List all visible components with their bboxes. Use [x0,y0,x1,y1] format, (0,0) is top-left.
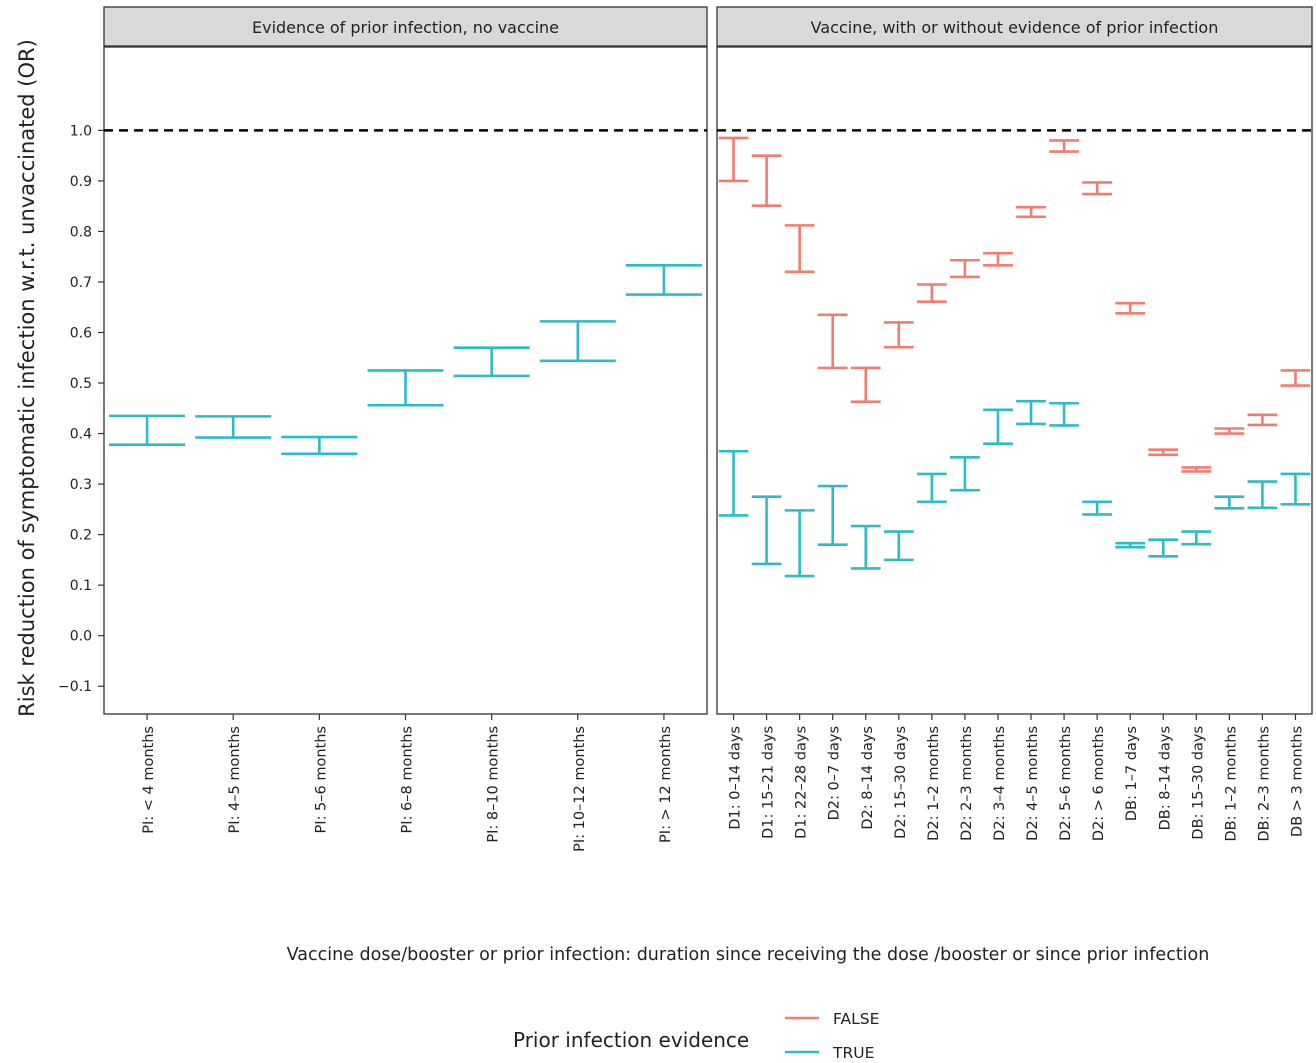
errorbar-false [1082,181,1113,196]
y-tick-label: 0.8 [70,224,92,240]
y-tick-label: 0.5 [70,376,92,392]
y-tick-label: 0.7 [70,275,92,291]
panel-vaccine: Vaccine, with or without evidence of pri… [716,6,1313,842]
errorbar-true [751,495,782,566]
errorbar-true [1049,401,1079,427]
errorbar-false [1016,205,1046,219]
x-tick-label: DB: 1–2 months [1223,726,1239,842]
errorbar-true [1148,538,1179,558]
errorbar-false [1247,413,1278,427]
x-tick-label: D2: 8–14 days [860,726,876,830]
x-tick-label: D2: 15–30 days [893,726,909,839]
legend-title: Prior infection evidence [513,1028,749,1052]
errorbar-false [1181,466,1212,473]
errorbar-true [916,472,947,504]
errorbar-false [1280,369,1311,387]
errorbar-true [784,509,815,578]
errorbar-true [625,263,702,296]
errorbar-true [195,415,272,439]
legend-label-true: TRUE [832,1044,874,1062]
errorbar-false [1115,301,1146,315]
x-tick-label: PI: 10–12 months [572,726,588,852]
y-tick-label: 1.0 [70,123,92,139]
errorbar-true [983,408,1013,445]
errorbar-true [109,414,186,446]
errorbar-false [950,258,980,279]
errorbar-true [1115,541,1146,549]
errorbar-true [950,456,980,492]
y-tick-label: 0.6 [70,325,92,341]
x-tick-label: D1: 0–14 days [728,726,744,830]
x-tick-label: D2: 4–5 months [1025,726,1041,841]
x-tick-label: D2: 1–2 months [926,726,942,841]
errorbar-false [1049,139,1079,153]
errorbar-true [1247,480,1278,510]
errorbar-true [281,435,358,456]
facet-strip [716,6,1313,47]
errorbar-true [1280,472,1311,506]
errorbar-true [539,320,616,363]
x-tick-label: D1: 22–28 days [794,726,810,839]
x-axis-title: Vaccine dose/booster or prior infection:… [287,945,1210,965]
panel-border [716,46,1313,715]
x-tick-label: PI: < 4 months [141,726,157,834]
x-tick-label: D2: > 6 months [1091,726,1107,841]
errorbar-false [751,154,782,207]
x-tick-label: DB: 2–3 months [1256,726,1272,842]
y-tick-label: 0.9 [70,174,92,190]
facet-title: Evidence of prior infection, no vaccine [252,18,559,37]
errorbar-false [983,251,1013,267]
x-tick-label: PI: > 12 months [658,726,674,843]
errorbar-false [916,283,947,303]
errorbar-false [850,366,881,404]
errorbar-false [784,224,815,274]
errorbar-true [367,369,444,407]
errorbar-false [1148,448,1179,457]
x-tick-label: PI: 8–10 months [486,726,502,843]
facet-strip [103,6,708,47]
errorbar-false [883,321,914,349]
x-tick-label: DB: 8–14 days [1157,726,1173,830]
x-tick-label: PI: 5–6 months [313,726,329,833]
errorbar-false [1214,427,1245,435]
errorbar-true [453,346,530,378]
errorbar-true [1082,500,1113,516]
x-tick-label: D2: 5–6 months [1058,726,1074,841]
errorbar-true [883,530,914,562]
errorbar-false [718,136,749,183]
y-tick-label: 0.1 [70,578,92,594]
errorbar-true [1016,399,1046,426]
x-tick-label: DB: 1–7 days [1124,726,1140,821]
x-tick-label: PI: 4–5 months [227,726,243,833]
y-tick-label: 0.4 [70,427,92,443]
x-tick-label: DB: 15–30 days [1190,726,1206,840]
x-tick-label: D2: 0–7 days [827,726,843,820]
errorbar-false [817,313,848,370]
x-tick-label: D2: 3–4 months [992,726,1008,841]
y-axis-title: Risk reduction of symptomatic infection … [15,39,39,717]
facet-title: Vaccine, with or without evidence of pri… [811,18,1219,37]
x-tick-label: D1: 15–21 days [761,726,777,839]
x-tick-label: DB > 3 months [1289,726,1305,837]
y-tick-label: 0.0 [70,629,92,645]
errorbar-true [1181,530,1212,546]
y-tick-label: 0.3 [70,477,92,493]
panel-prior-infection: Evidence of prior infection, no vaccine P… [103,6,708,852]
y-tick-label: 0.2 [70,528,92,544]
x-tick-label: PI: 6–8 months [400,726,416,833]
errorbar-true [850,524,881,570]
y-tick-label: −0.1 [58,679,92,695]
y-axis: −0.1 0.0 0.1 0.2 0.3 0.4 0.5 0.6 0.7 0.8 0.9 1.0 [58,123,104,695]
x-tick-label: D2: 2–3 months [959,726,975,841]
legend: Prior infection evidence FALSE TRUE [513,1010,879,1062]
errorbar-true [1214,495,1245,510]
errorbar-true [817,484,848,547]
errorbar-true [718,449,749,517]
legend-label-false: FALSE [833,1010,879,1028]
